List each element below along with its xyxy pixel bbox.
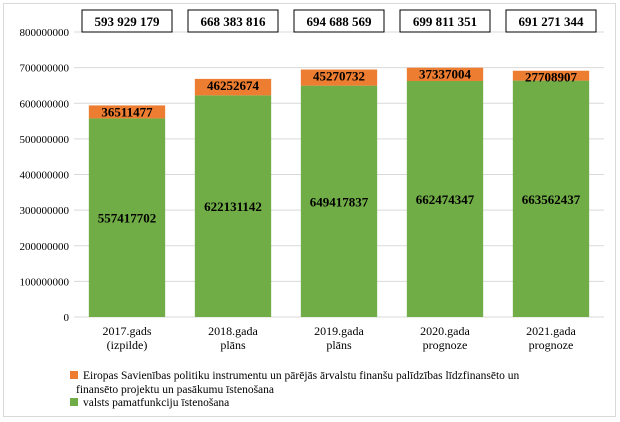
- total-box: [505, 9, 597, 33]
- legend-swatch-eu: [70, 371, 78, 379]
- y-tick-label: 0: [64, 312, 70, 324]
- legend-label-state: valsts pamatfunkciju īstenošana: [83, 397, 229, 409]
- data-label-state: 622131142: [204, 199, 262, 214]
- x-tick-label: 2018.gada: [208, 324, 258, 338]
- bar-state-functions: [512, 80, 590, 317]
- data-label-eu: 36511477: [101, 104, 153, 119]
- y-tick-label: 400000000: [20, 170, 70, 182]
- y-tick-label: 800000000: [20, 27, 70, 39]
- y-tick-label: 200000000: [20, 241, 70, 253]
- stacked-bar-chart: 0 100000000 200000000 300000000 400000000 500…: [20, 9, 604, 409]
- y-tick-label: 500000000: [20, 134, 70, 146]
- total-box: [187, 9, 279, 33]
- data-label-eu: 46252674: [207, 78, 260, 93]
- x-tick-label: (izpilde): [107, 338, 148, 352]
- bar-eu-projects: [300, 69, 378, 86]
- legend-label-eu-line2: finansēto projektu un pasākumu īstenošan…: [76, 384, 274, 396]
- x-tick-label: prognoze: [423, 338, 468, 352]
- data-label-state: 662474347: [416, 192, 475, 207]
- bar-eu-projects: [512, 70, 590, 81]
- legend-swatch-state: [70, 398, 78, 406]
- total-label: 699 811 351: [413, 14, 477, 29]
- total-label: 694 688 569: [307, 14, 373, 29]
- x-axis: 2017.gads(izpilde)2018.gadaplāns2019.gad…: [103, 324, 577, 352]
- y-axis: 0 100000000 200000000 300000000 400000000 500…: [20, 27, 70, 324]
- x-tick-label: prognoze: [529, 338, 574, 352]
- data-label-state: 649417837: [310, 194, 369, 209]
- legend: Eiropas Savienības politiku instrumentu …: [70, 370, 520, 409]
- x-tick-label: plāns: [326, 338, 352, 352]
- total-label: 691 271 344: [519, 14, 585, 29]
- data-label-eu: 45270732: [313, 69, 365, 84]
- y-tick-label: 300000000: [20, 205, 70, 217]
- bar-eu-projects: [194, 78, 272, 96]
- x-tick-label: 2019.gada: [314, 324, 364, 338]
- total-box: [399, 9, 491, 33]
- bar-state-functions: [406, 80, 484, 317]
- x-tick-label: 2017.gads: [103, 324, 152, 338]
- data-label-eu: 27708907: [525, 70, 578, 85]
- bar-state-functions: [300, 85, 378, 317]
- total-label: 668 383 816: [201, 14, 267, 29]
- total-box: [293, 9, 385, 33]
- total-label: 593 929 179: [95, 14, 161, 29]
- data-label-eu: 37337004: [419, 67, 472, 82]
- legend-label-eu-line1: Eiropas Savienības politiku instrumentu …: [83, 370, 520, 382]
- bar-eu-projects: [88, 105, 166, 119]
- y-tick-label: 100000000: [20, 276, 70, 288]
- data-label-state: 663562437: [522, 192, 581, 207]
- bar-state-functions: [194, 95, 272, 317]
- y-tick-label: 700000000: [20, 63, 70, 75]
- totals-group: 593 929 179 668 383 816 694 688 569 699 811…: [81, 9, 597, 33]
- x-tick-label: 2020.gada: [420, 324, 470, 338]
- data-label-state: 557417702: [98, 211, 157, 226]
- total-box: [81, 9, 173, 33]
- bar-eu-projects: [406, 67, 484, 81]
- bar-state-functions: [88, 118, 166, 317]
- bars-group: 557417702 36511477 622131142 46252674 649417…: [88, 67, 590, 317]
- x-tick-label: plāns: [220, 338, 246, 352]
- x-tick-label: 2021.gada: [526, 324, 576, 338]
- chart-container: 0 100000000 200000000 300000000 400000000 500…: [3, 3, 616, 417]
- y-tick-label: 600000000: [20, 98, 70, 110]
